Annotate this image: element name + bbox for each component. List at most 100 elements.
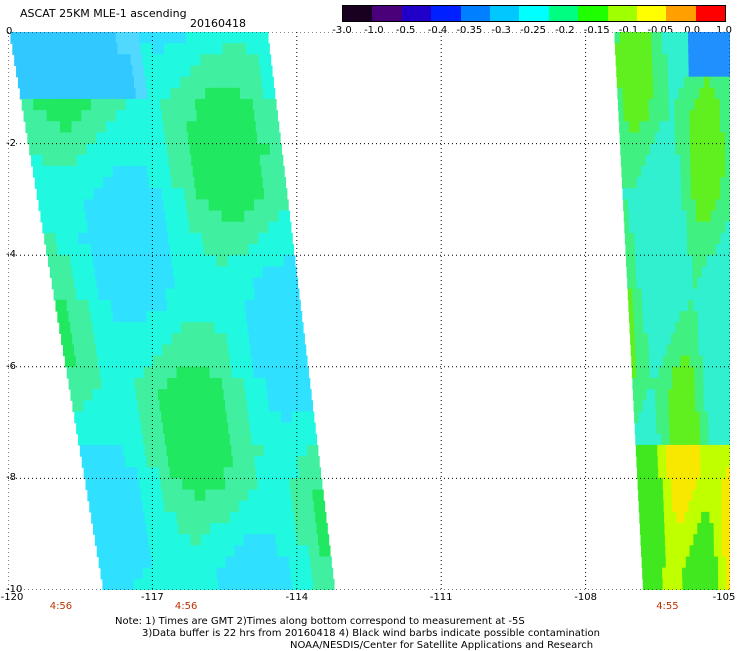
swath-cell (697, 523, 702, 535)
swath-cell (686, 232, 693, 245)
swath-cell (151, 489, 164, 502)
swath-cell (261, 165, 274, 178)
swath-cell (68, 32, 82, 44)
swath-cell (251, 87, 264, 100)
swath-cell (656, 32, 663, 44)
swath-cell (154, 366, 167, 379)
swath-cell (639, 433, 645, 446)
swath-cell (140, 344, 152, 357)
swath-cell (185, 110, 198, 122)
swath-cell (687, 266, 694, 279)
swath-cell (692, 288, 699, 301)
swath-cell (133, 444, 146, 457)
swath-cell (293, 333, 305, 346)
swath-cell (144, 299, 157, 312)
swath-cell (249, 255, 262, 267)
swath-cell (712, 400, 718, 413)
swath-cell (695, 177, 702, 189)
swath-cell (225, 322, 238, 334)
swath-cell (119, 556, 131, 569)
swath-cell (674, 132, 681, 145)
swath-cell (115, 400, 128, 413)
swath-cell (710, 143, 716, 156)
swath-cell (119, 54, 132, 67)
swath-cell (714, 65, 721, 78)
swath-cell (683, 299, 690, 312)
swath-cell (42, 87, 56, 100)
swath-cell (686, 210, 692, 223)
swath-cell (96, 277, 109, 290)
swath-cell (195, 422, 208, 435)
swath-cell (278, 210, 291, 223)
swath-cell (677, 244, 684, 256)
swath-cell (198, 444, 211, 457)
swath-cell (660, 288, 666, 301)
swath-cell (638, 311, 644, 323)
swath-cell (249, 500, 261, 513)
swath-cell (698, 366, 704, 379)
swath-cell (157, 76, 170, 89)
swath-cell (713, 489, 719, 502)
swath-cell (697, 266, 703, 279)
swath-cell (63, 210, 76, 223)
swath-cell (637, 400, 643, 413)
swath-cell (251, 511, 263, 524)
swath-cell (224, 232, 237, 245)
swath-cell (692, 500, 698, 513)
swath-cell (653, 87, 659, 100)
swath-cell (717, 556, 723, 569)
swath-cell (689, 534, 694, 546)
swath-cell (35, 110, 48, 122)
swath-cell (622, 87, 629, 100)
swath-cell (676, 199, 683, 212)
swath-cell (234, 43, 247, 55)
swath-cell (168, 232, 181, 245)
swath-cell (642, 400, 648, 413)
swath-cell (105, 467, 117, 479)
swath-cell (696, 255, 703, 267)
swath-cell (676, 188, 682, 200)
swath-cell (679, 322, 685, 334)
swath-cell (261, 344, 274, 357)
swath-cell (715, 266, 722, 279)
swath-cell (120, 288, 133, 301)
swath-cell (117, 43, 130, 55)
swath-cell (667, 65, 674, 78)
swath-cell (658, 366, 664, 379)
swath-cell (663, 389, 669, 401)
swath-cell (279, 311, 292, 323)
swath-cell (57, 32, 70, 44)
swath-cell (77, 366, 90, 379)
swath-cell (689, 110, 696, 122)
swath-cell (111, 154, 124, 167)
swath-cell (189, 377, 201, 390)
swath-cell (96, 411, 108, 424)
swath-cell (137, 177, 150, 189)
swath-cell (249, 422, 262, 435)
swath-cell (98, 556, 110, 569)
swath-cell (720, 311, 727, 323)
swath-cell (152, 355, 165, 368)
swath-cell (174, 277, 187, 290)
swath-cell (173, 344, 185, 357)
swath-cell (663, 232, 669, 245)
swath-cell (693, 534, 699, 546)
swath-cell (651, 288, 657, 301)
swath-cell (679, 132, 686, 145)
swath-cell (111, 299, 123, 312)
swath-cell (654, 489, 660, 502)
swath-cell (195, 567, 207, 580)
swath-cell (643, 210, 649, 223)
swath-cell (694, 110, 701, 122)
swath-cell (122, 154, 135, 167)
swath-cell (639, 523, 645, 535)
swath-cell (127, 333, 140, 346)
swath-cell (300, 389, 312, 401)
swath-cell (699, 98, 706, 111)
swath-cell (184, 266, 197, 279)
swath-cell (101, 511, 114, 524)
swath-cell (85, 65, 99, 78)
swath-cell (725, 377, 730, 390)
swath-cell (653, 467, 659, 479)
swath-cell (725, 389, 730, 401)
